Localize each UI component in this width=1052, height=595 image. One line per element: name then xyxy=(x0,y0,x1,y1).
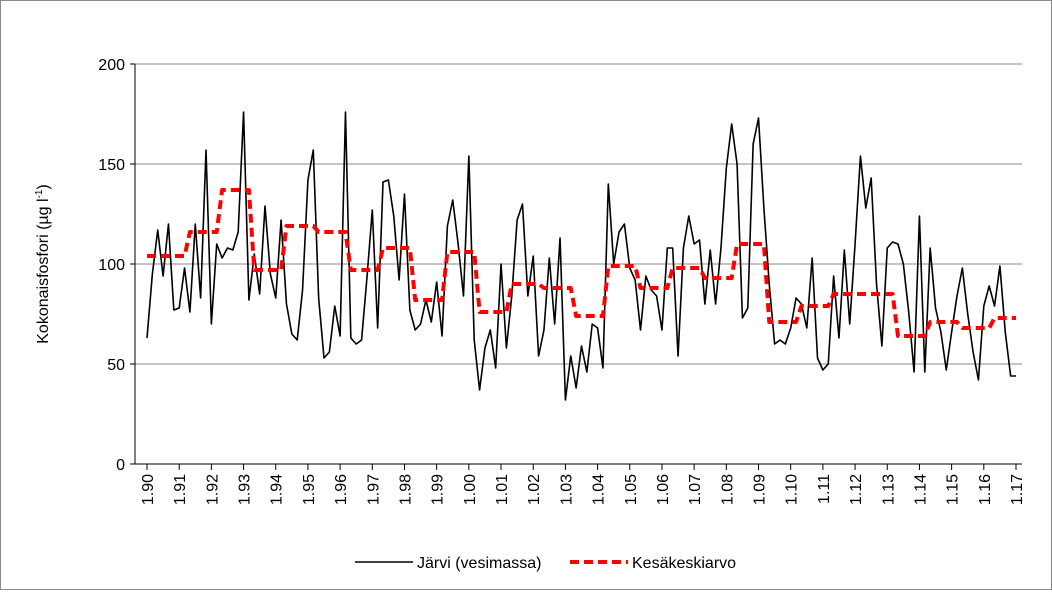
x-tick-label: 1.11 xyxy=(816,474,833,504)
y-axis-title-sup: -1 xyxy=(34,189,45,198)
x-tick-label: 1.95 xyxy=(301,474,318,505)
y-tick-label: 200 xyxy=(98,57,125,74)
x-tick-label: 1.97 xyxy=(365,474,382,505)
x-tick-label: 1.06 xyxy=(655,474,672,505)
x-tick-label: 1.99 xyxy=(430,474,447,505)
x-tick-label: 1.98 xyxy=(397,474,414,505)
y-tick-label: 100 xyxy=(98,257,125,274)
y-axis-title-main: Kokonaisfosfori (µg l xyxy=(35,198,52,343)
x-tick-label: 1.93 xyxy=(237,474,254,505)
x-tick-label: 1.00 xyxy=(462,474,479,505)
x-tick-label: 1.12 xyxy=(848,474,865,505)
x-tick-label: 1.07 xyxy=(687,474,704,505)
x-tick-label: 1.16 xyxy=(977,474,994,505)
x-tick-label: 1.92 xyxy=(204,474,221,505)
series-line xyxy=(147,188,1016,338)
x-tick-label: 1.15 xyxy=(945,474,962,505)
x-tick-label: 1.10 xyxy=(784,474,801,505)
x-tick-label: 1.05 xyxy=(623,474,640,505)
x-tick-label: 1.96 xyxy=(333,474,350,505)
y-tick-label: 50 xyxy=(107,357,125,374)
legend-label: Kesäkeskiarvo xyxy=(632,555,736,572)
x-tick-label: 1.13 xyxy=(880,474,897,505)
x-tick-label: 1.09 xyxy=(752,474,769,505)
x-tick-label: 1.14 xyxy=(912,474,929,505)
legend-label: Järvi (vesimassa) xyxy=(417,555,541,572)
x-tick-label: 1.03 xyxy=(558,474,575,505)
x-tick-label: 1.17 xyxy=(1009,474,1026,505)
y-tick-label: 150 xyxy=(98,157,125,174)
x-tick-label: 1.90 xyxy=(140,474,157,505)
x-tick-label: 1.01 xyxy=(494,474,511,505)
x-tick-label: 1.02 xyxy=(526,474,543,505)
y-axis-title-end: ) xyxy=(35,184,52,189)
x-tick-label: 1.91 xyxy=(172,474,189,505)
series-line xyxy=(146,111,1016,401)
x-tick-label: 1.04 xyxy=(591,474,608,505)
x-tick-label: 1.94 xyxy=(269,474,286,505)
y-axis-title: Kokonaisfosfori (µg l-1) xyxy=(34,184,52,344)
y-tick-label: 0 xyxy=(116,457,125,474)
x-tick-label: 1.08 xyxy=(719,474,736,505)
